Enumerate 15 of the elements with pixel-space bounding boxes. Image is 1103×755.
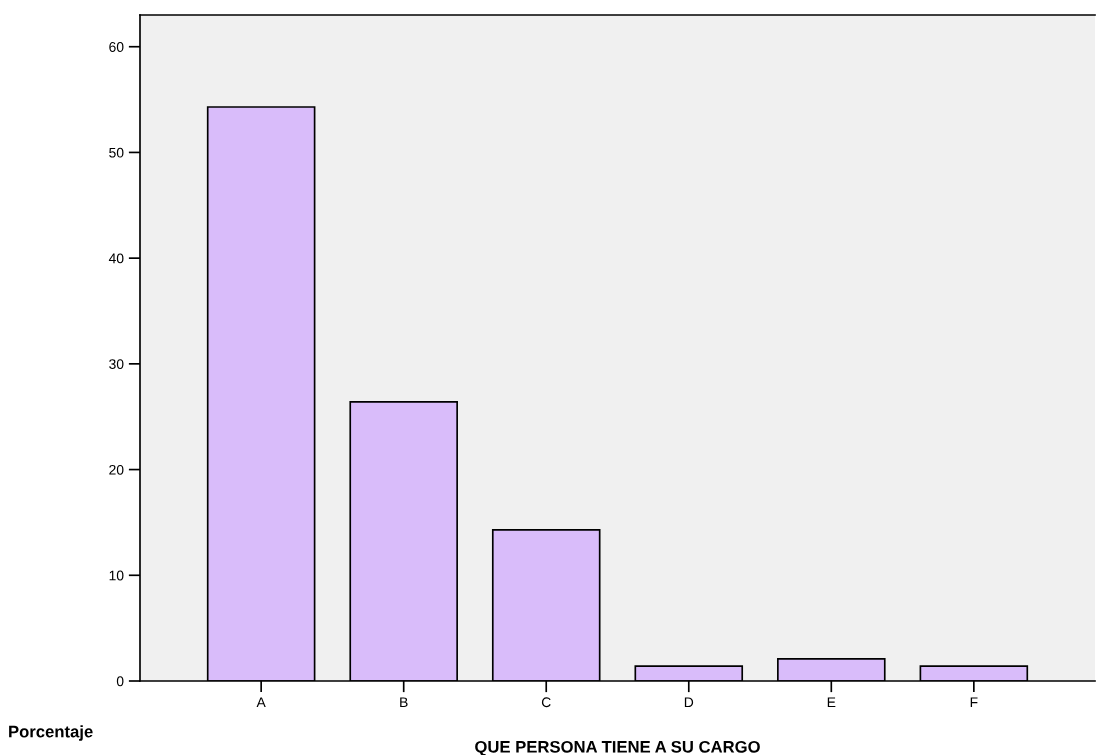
- y-tick-label: 0: [116, 676, 124, 687]
- x-tick-label: B: [400, 697, 408, 708]
- y-tick-label: 40: [108, 253, 124, 264]
- x-axis-title: QUE PERSONA TIENE A SU CARGO: [475, 740, 760, 755]
- y-tick-label: 20: [109, 464, 124, 475]
- y-tick-label: 60: [109, 42, 124, 52]
- x-tick-label: A: [256, 697, 266, 708]
- x-tick-label: C: [541, 697, 551, 708]
- y-tick-label: 30: [109, 359, 124, 370]
- y-tick-label: 10: [109, 570, 124, 581]
- x-tick-label: D: [684, 697, 694, 708]
- x-tick-label: F: [970, 697, 978, 708]
- x-tick-label: E: [827, 697, 836, 708]
- y-tick-label: 50: [109, 147, 124, 158]
- y-axis-title: Porcentaje: [9, 725, 93, 741]
